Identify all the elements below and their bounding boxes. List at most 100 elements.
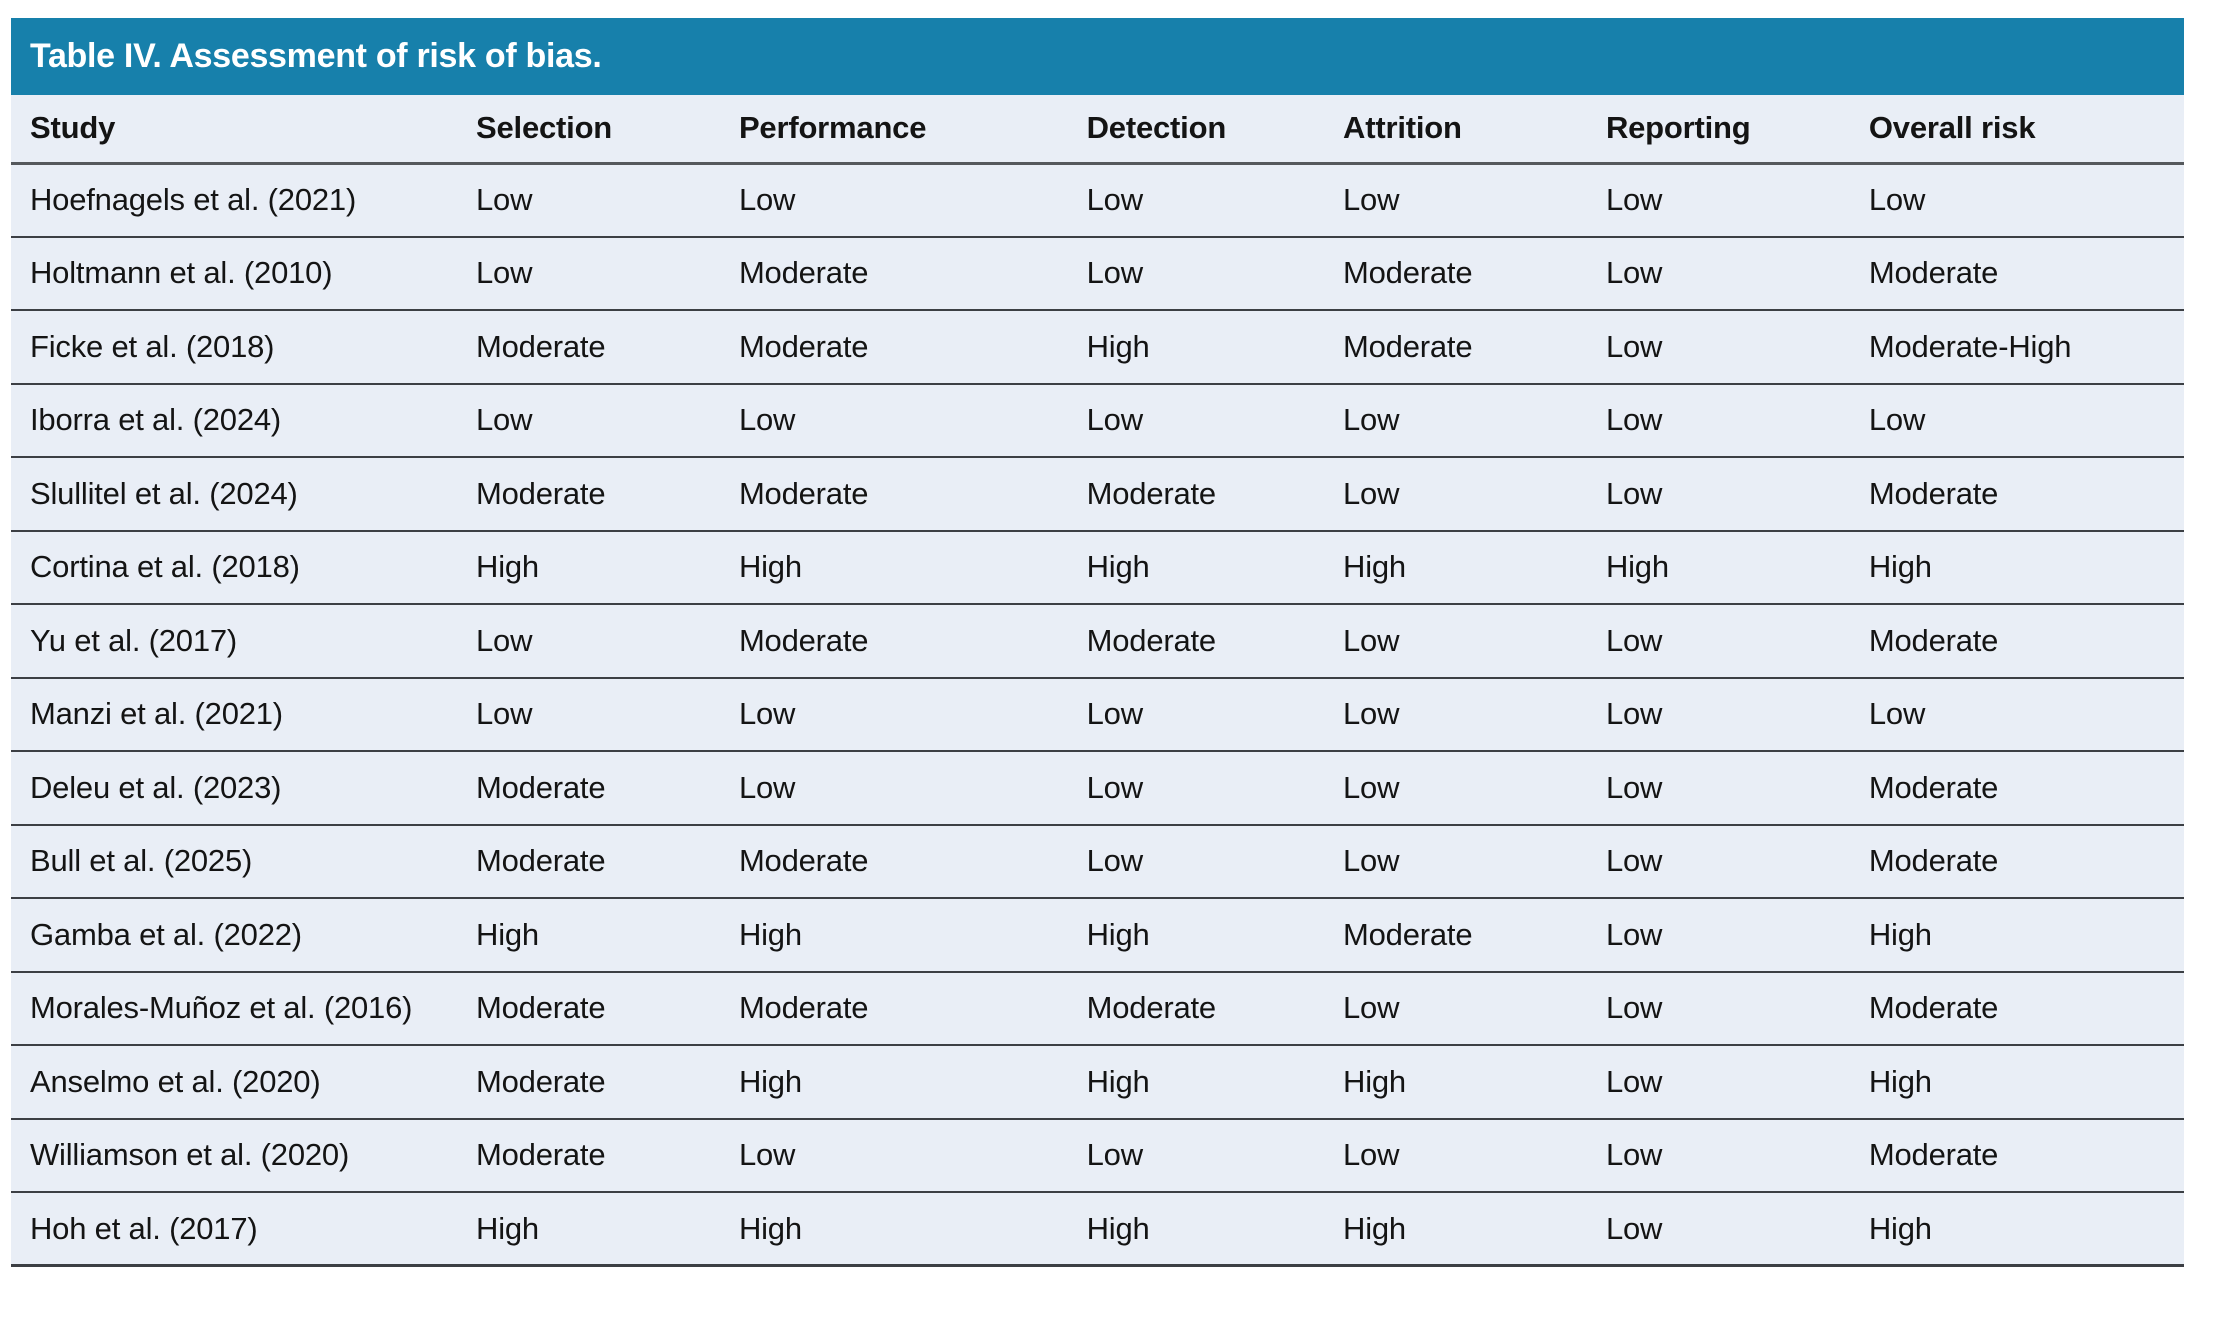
- rating-cell-overall-risk: High: [1868, 1192, 2184, 1267]
- rating-cell-overall-risk: Low: [1868, 383, 2184, 458]
- rating-cell-detection: Moderate: [1086, 604, 1344, 679]
- table-body: Hoefnagels et al. (2021) Low Low Low Low Low L…: [11, 163, 2184, 1267]
- rating-cell-reporting: Low: [1605, 1118, 1869, 1193]
- rating-cell-performance: High: [738, 530, 1087, 605]
- study-cell: Ficke et al. (2018): [11, 310, 477, 385]
- rating-cell-detection: Moderate: [1086, 457, 1344, 532]
- rating-cell-overall-risk: Moderate: [1868, 236, 2184, 311]
- table-row: Yu et al. (2017) Low Moderate Moderate Low Lo…: [11, 604, 2184, 679]
- rating-cell-detection: High: [1086, 898, 1344, 973]
- study-cell: Williamson et al. (2020): [11, 1118, 477, 1193]
- study-cell: Holtmann et al. (2010): [11, 236, 477, 311]
- rating-cell-reporting: High: [1605, 530, 1869, 605]
- rating-cell-selection: High: [476, 530, 739, 605]
- rating-cell-reporting: Low: [1605, 677, 1869, 752]
- rating-cell-detection: Low: [1086, 236, 1344, 311]
- rating-cell-selection: Low: [476, 604, 739, 679]
- rating-cell-performance: Low: [738, 677, 1087, 752]
- rating-cell-overall-risk: Moderate: [1868, 457, 2184, 532]
- rating-cell-detection: High: [1086, 530, 1344, 605]
- rating-cell-reporting: Low: [1605, 163, 1869, 238]
- study-cell: Morales-Muñoz et al. (2016): [11, 971, 477, 1046]
- header-row: Study Selection Performance Detection Attrit…: [11, 95, 2184, 165]
- column-header-selection: Selection: [476, 95, 739, 165]
- rating-cell-detection: Low: [1086, 677, 1344, 752]
- table-title-bar: Table IV. Assessment of risk of bias.: [11, 18, 2184, 95]
- column-header-attrition: Attrition: [1343, 95, 1606, 165]
- rating-cell-detection: High: [1086, 1045, 1344, 1120]
- rating-cell-selection: Low: [476, 383, 739, 458]
- rating-cell-reporting: Low: [1605, 236, 1869, 311]
- table-row: Bull et al. (2025) Moderate Moderate Low Low…: [11, 824, 2184, 899]
- column-header-overall-risk: Overall risk: [1868, 95, 2184, 165]
- rating-cell-reporting: Low: [1605, 1045, 1869, 1120]
- study-cell: Yu et al. (2017): [11, 604, 477, 679]
- rating-cell-overall-risk: Low: [1868, 677, 2184, 752]
- rating-cell-detection: Low: [1086, 163, 1344, 238]
- rating-cell-overall-risk: Moderate: [1868, 604, 2184, 679]
- rating-cell-performance: High: [738, 1045, 1087, 1120]
- rating-cell-selection: Low: [476, 677, 739, 752]
- rating-cell-reporting: Low: [1605, 457, 1869, 532]
- rating-cell-reporting: Low: [1605, 751, 1869, 826]
- rating-cell-attrition: Low: [1343, 751, 1606, 826]
- rating-cell-detection: Moderate: [1086, 971, 1344, 1046]
- rating-cell-selection: Moderate: [476, 971, 739, 1046]
- rating-cell-detection: Low: [1086, 751, 1344, 826]
- column-header-performance: Performance: [738, 95, 1087, 165]
- rating-cell-attrition: Low: [1343, 971, 1606, 1046]
- rating-cell-reporting: Low: [1605, 898, 1869, 973]
- table-row: Morales-Muñoz et al. (2016) Moderate Moder…: [11, 971, 2184, 1046]
- rating-cell-performance: Low: [738, 383, 1087, 458]
- rating-cell-overall-risk: Moderate-High: [1868, 310, 2184, 385]
- rating-cell-attrition: Low: [1343, 677, 1606, 752]
- table-row: Deleu et al. (2023) Moderate Low Low Low Low M…: [11, 751, 2184, 826]
- rating-cell-selection: Low: [476, 236, 739, 311]
- rating-cell-attrition: High: [1343, 1045, 1606, 1120]
- rating-cell-selection: Low: [476, 163, 739, 238]
- rating-cell-detection: Low: [1086, 824, 1344, 899]
- table-title: Table IV. Assessment of risk of bias.: [30, 37, 602, 75]
- rating-cell-performance: High: [738, 1192, 1087, 1267]
- study-cell: Deleu et al. (2023): [11, 751, 477, 826]
- table-row: Iborra et al. (2024) Low Low Low Low Low Low: [11, 383, 2184, 458]
- table-row: Anselmo et al. (2020) Moderate High High Hig…: [11, 1045, 2184, 1120]
- rating-cell-reporting: Low: [1605, 824, 1869, 899]
- rating-cell-attrition: Low: [1343, 383, 1606, 458]
- rating-cell-performance: Moderate: [738, 236, 1087, 311]
- rating-cell-reporting: Low: [1605, 1192, 1869, 1267]
- study-cell: Iborra et al. (2024): [11, 383, 477, 458]
- rating-cell-attrition: Low: [1343, 457, 1606, 532]
- rating-cell-detection: Low: [1086, 1118, 1344, 1193]
- rating-cell-performance: Low: [738, 751, 1087, 826]
- rating-cell-reporting: Low: [1605, 604, 1869, 679]
- column-header-detection: Detection: [1086, 95, 1344, 165]
- rating-cell-selection: Moderate: [476, 824, 739, 899]
- rating-cell-performance: Moderate: [738, 604, 1087, 679]
- rating-cell-attrition: Low: [1343, 163, 1606, 238]
- rating-cell-reporting: Low: [1605, 383, 1869, 458]
- rating-cell-attrition: Low: [1343, 604, 1606, 679]
- rating-cell-attrition: Low: [1343, 824, 1606, 899]
- rating-cell-overall-risk: High: [1868, 898, 2184, 973]
- rating-cell-attrition: Moderate: [1343, 898, 1606, 973]
- rating-cell-performance: Moderate: [738, 824, 1087, 899]
- rating-cell-overall-risk: Low: [1868, 163, 2184, 238]
- study-cell: Hoefnagels et al. (2021): [11, 163, 477, 238]
- study-cell: Slullitel et al. (2024): [11, 457, 477, 532]
- study-cell: Cortina et al. (2018): [11, 530, 477, 605]
- risk-of-bias-table: Study Selection Performance Detection Attrit…: [11, 95, 2184, 1267]
- study-cell: Bull et al. (2025): [11, 824, 477, 899]
- column-header-study: Study: [11, 95, 477, 165]
- rating-cell-attrition: High: [1343, 530, 1606, 605]
- rating-cell-overall-risk: High: [1868, 1045, 2184, 1120]
- rating-cell-selection: High: [476, 1192, 739, 1267]
- rating-cell-detection: Low: [1086, 383, 1344, 458]
- rating-cell-reporting: Low: [1605, 310, 1869, 385]
- rating-cell-performance: Moderate: [738, 310, 1087, 385]
- rating-cell-attrition: Low: [1343, 1118, 1606, 1193]
- rating-cell-detection: High: [1086, 310, 1344, 385]
- study-cell: Manzi et al. (2021): [11, 677, 477, 752]
- table-row: Ficke et al. (2018) Moderate Moderate High M…: [11, 310, 2184, 385]
- table-row: Hoh et al. (2017) High High High High Low High: [11, 1192, 2184, 1267]
